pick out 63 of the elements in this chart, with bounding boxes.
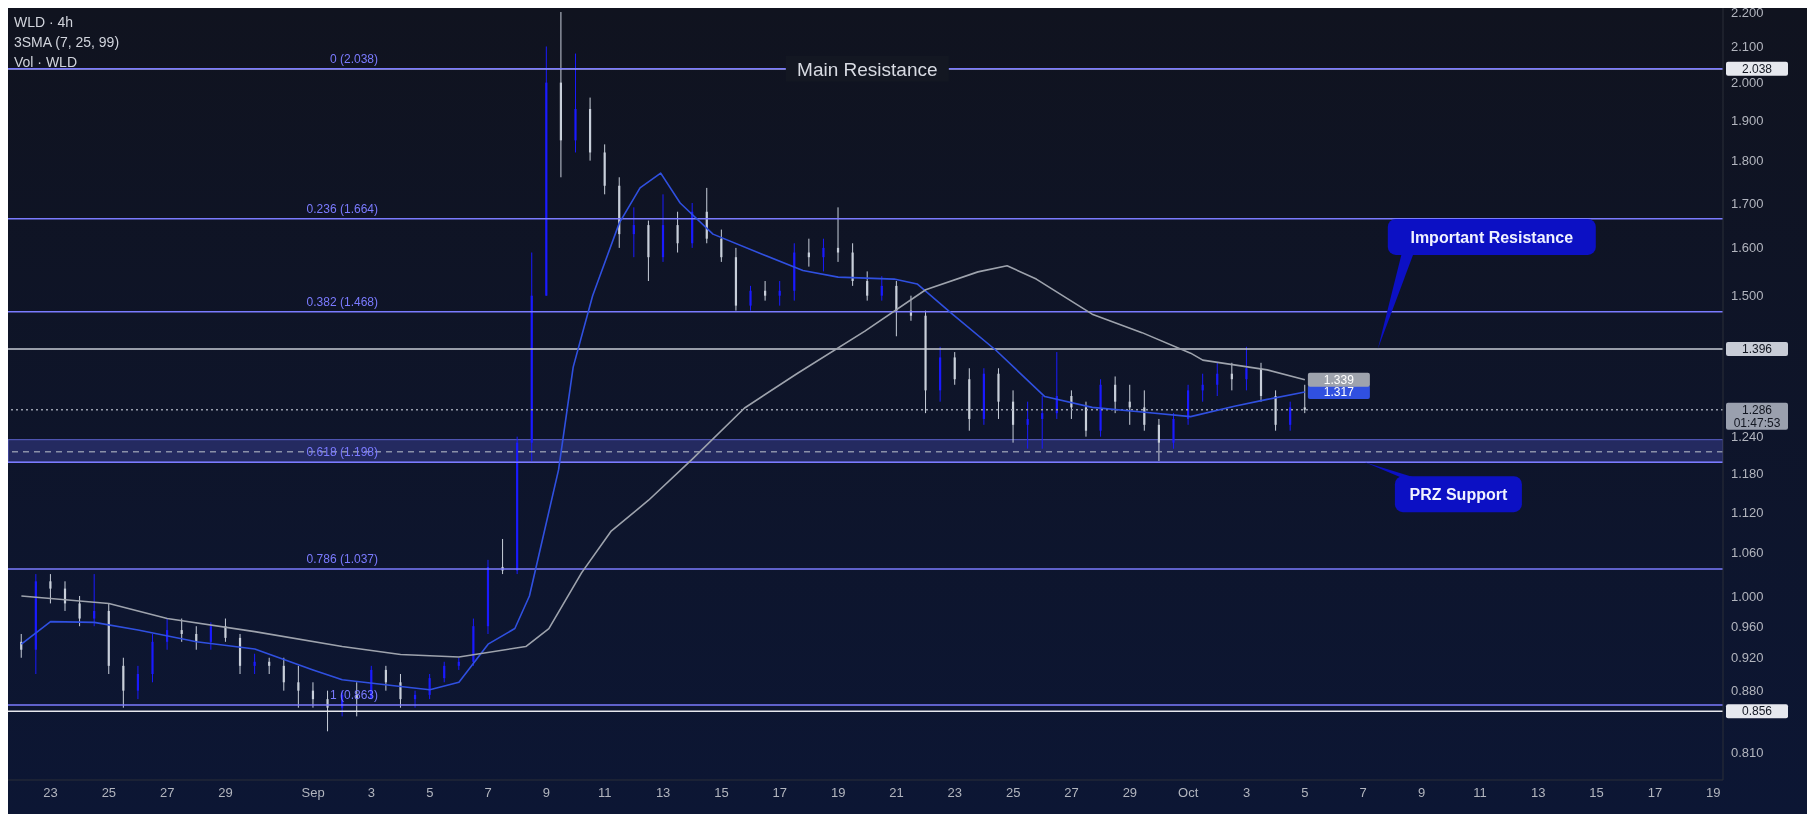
- x-tick-label: 7: [484, 785, 492, 801]
- ref-line-label: 0 (2.038): [329, 51, 378, 66]
- x-tick-label: 27: [159, 785, 175, 801]
- y-tick-label: 1.240: [1731, 429, 1764, 445]
- y-tick-label: 1.060: [1731, 545, 1764, 561]
- ref-line-label: 0.618 (1.198): [306, 445, 378, 460]
- x-tick-label: Sep: [301, 785, 325, 801]
- x-tick-label: 19: [1706, 785, 1721, 801]
- y-tick-label: 1.800: [1731, 153, 1764, 169]
- text: 3SMA (7, 25, 99): [14, 33, 120, 52]
- x-tick-label: 17: [1647, 785, 1663, 801]
- x-tick-label: 3: [367, 785, 376, 801]
- x-tick-label: 21: [889, 785, 904, 801]
- x-tick-label: 5: [1301, 785, 1309, 801]
- y-tick-label: 0.810: [1731, 744, 1764, 760]
- y-tick-label: 2.200: [1731, 4, 1764, 20]
- x-tick-label: 25: [101, 785, 117, 801]
- x-tick-label: 29: [1122, 785, 1138, 801]
- x-tick-label: 13: [655, 785, 671, 801]
- ref-line-label: 0.236 (1.664): [306, 201, 378, 216]
- x-tick-label: Oct: [1178, 785, 1199, 801]
- ref-line-label: 2.038: [1741, 61, 1773, 76]
- y-tick-label: 1.600: [1731, 240, 1764, 256]
- x-tick-label: 23: [43, 785, 58, 801]
- y-tick-label: 0.920: [1731, 650, 1764, 666]
- x-tick-label: 27: [1064, 785, 1079, 801]
- text: WLD · 4h: [14, 13, 75, 32]
- x-tick-label: 9: [1417, 785, 1426, 801]
- x-tick-label: 29: [218, 785, 233, 801]
- x-tick-label: 7: [1359, 785, 1367, 801]
- y-tick-label: 0.960: [1731, 618, 1764, 634]
- ref-line-label: 1.396: [1741, 341, 1773, 356]
- x-tick-label: 13: [1531, 785, 1546, 801]
- annotation: Vol · WLD: [14, 53, 78, 72]
- x-tick-label: 17: [772, 785, 788, 801]
- x-tick-label: 15: [714, 785, 729, 801]
- ref-line-label: 0.856: [1741, 704, 1773, 719]
- ref-line-label: 0.382 (1.468): [306, 294, 378, 309]
- y-tick-label: 1.700: [1731, 195, 1764, 211]
- ref-line-label: 1.286 01:47:53: [1733, 402, 1781, 430]
- x-tick-label: 9: [542, 785, 551, 801]
- y-tick-label: 0.880: [1731, 683, 1764, 699]
- annotation: Main Resistance: [797, 58, 938, 80]
- x-tick-label: 3: [1242, 785, 1251, 801]
- ref-line-label: 0.786 (1.037): [306, 552, 378, 567]
- x-tick-label: 19: [830, 785, 846, 801]
- y-tick-label: 2.000: [1731, 75, 1764, 91]
- x-tick-label: 15: [1589, 785, 1604, 801]
- y-tick-label: 1.900: [1731, 113, 1764, 129]
- annotation: Important Resistance: [1410, 228, 1574, 246]
- y-tick-label: 1.180: [1731, 466, 1764, 482]
- y-tick-label: 2.100: [1731, 39, 1764, 55]
- x-tick-label: 11: [1473, 785, 1487, 801]
- data-label: 1.339: [1323, 372, 1355, 387]
- x-tick-label: 5: [426, 785, 434, 801]
- x-tick-label: 11: [598, 785, 612, 801]
- y-tick-label: 1.120: [1731, 504, 1764, 520]
- y-tick-label: 1.000: [1731, 588, 1764, 604]
- x-tick-label: 23: [947, 785, 963, 801]
- band-label: PRZ Support: [1409, 486, 1508, 504]
- data-label: 1.317: [1323, 385, 1355, 400]
- x-tick-label: 25: [1005, 785, 1021, 801]
- y-tick-label: 1.500: [1731, 288, 1764, 304]
